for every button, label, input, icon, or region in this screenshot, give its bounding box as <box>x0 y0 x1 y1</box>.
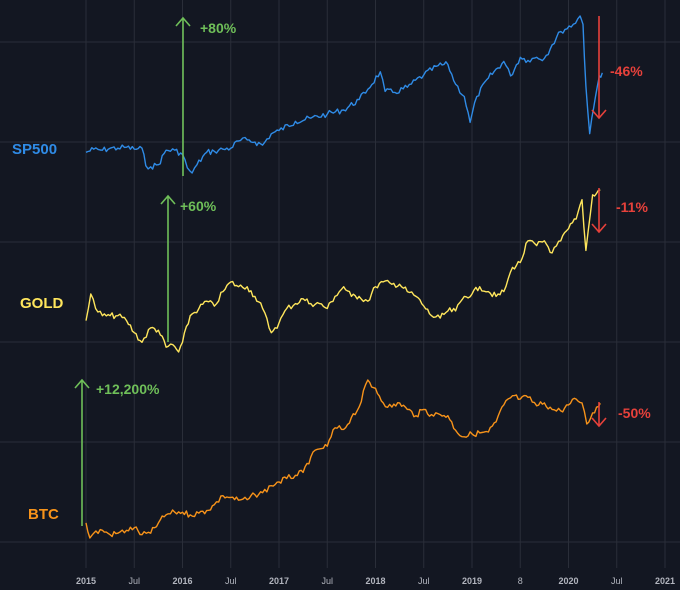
chart-annotations: +80% -46% +60% -11% +12,200% -50% <box>74 16 651 526</box>
chart-lines <box>85 15 603 539</box>
annotation-label: +60% <box>180 198 217 214</box>
x-tick-label: Jul <box>225 576 237 586</box>
series-line-gold <box>85 189 601 353</box>
annotation-arrow-head <box>591 109 607 120</box>
annotation-label: -50% <box>618 405 651 421</box>
annotation-arrow-head <box>591 223 607 234</box>
annotation-label: +80% <box>200 20 237 36</box>
x-tick-label: 2016 <box>172 576 192 586</box>
x-tick-label: 8 <box>518 576 523 586</box>
x-tick-label: Jul <box>321 576 333 586</box>
annotation-label: +12,200% <box>96 381 160 397</box>
chart-grid <box>0 0 680 568</box>
annotation-arrow-head <box>74 378 90 389</box>
annotation-gold-up: +60% <box>160 194 217 342</box>
annotation-arrow-head <box>175 16 191 27</box>
x-tick-label: 2020 <box>558 576 578 586</box>
annotation-label: -46% <box>610 63 643 79</box>
x-tick-label: 2015 <box>76 576 96 586</box>
x-tick-label: 2021 <box>655 576 675 586</box>
annotation-sp500-up: +80% <box>175 16 237 176</box>
annotation-btc-up: +12,200% <box>74 378 160 526</box>
annotation-label: -11% <box>616 199 648 215</box>
annotation-btc-down: -50% <box>591 402 651 428</box>
series-label-sp500: SP500 <box>12 141 57 158</box>
x-tick-label: 2017 <box>269 576 289 586</box>
series-label-gold: GOLD <box>20 295 63 312</box>
series-line-sp500 <box>85 15 603 174</box>
x-tick-label: 2019 <box>462 576 482 586</box>
x-axis-band <box>0 572 680 590</box>
series-line-btc <box>85 379 601 539</box>
x-tick-label: 2018 <box>365 576 385 586</box>
x-tick-label: Jul <box>418 576 430 586</box>
annotation-sp500-down: -46% <box>591 16 643 120</box>
series-label-btc: BTC <box>28 506 59 523</box>
x-axis: 2015 Jul 2016 Jul 2017 Jul 2018 Jul 2019 8 2020 Jul… <box>0 572 680 590</box>
annotation-arrow-head <box>160 194 176 205</box>
x-tick-label: Jul <box>611 576 623 586</box>
x-tick-label: Jul <box>128 576 140 586</box>
series-labels: SP500 GOLD BTC <box>12 141 63 523</box>
annotation-gold-down: -11% <box>591 188 648 234</box>
annotation-arrow-head <box>591 417 607 428</box>
